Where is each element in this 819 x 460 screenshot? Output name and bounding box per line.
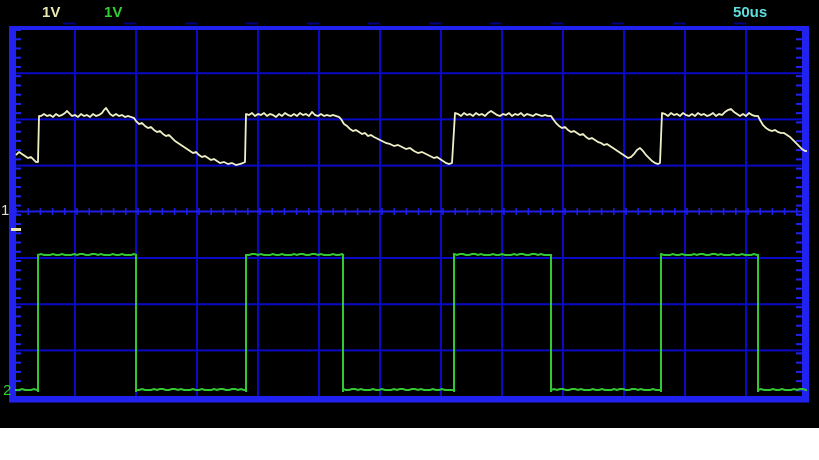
ch2-scale-label: 1V — [104, 4, 123, 21]
ch1-position-marker: 1 — [1, 202, 10, 219]
ch2-position-marker: 2 — [3, 382, 12, 399]
ch1-ground-level-marker — [11, 228, 21, 231]
bottom-white-strip — [0, 428, 819, 460]
timebase-label: 50us — [733, 4, 768, 21]
ch1-scale-label: 1V — [42, 4, 61, 21]
graticule-and-traces — [9, 22, 809, 403]
oscilloscope-screen: 1V 1V 50us 1 2 — [0, 0, 819, 428]
